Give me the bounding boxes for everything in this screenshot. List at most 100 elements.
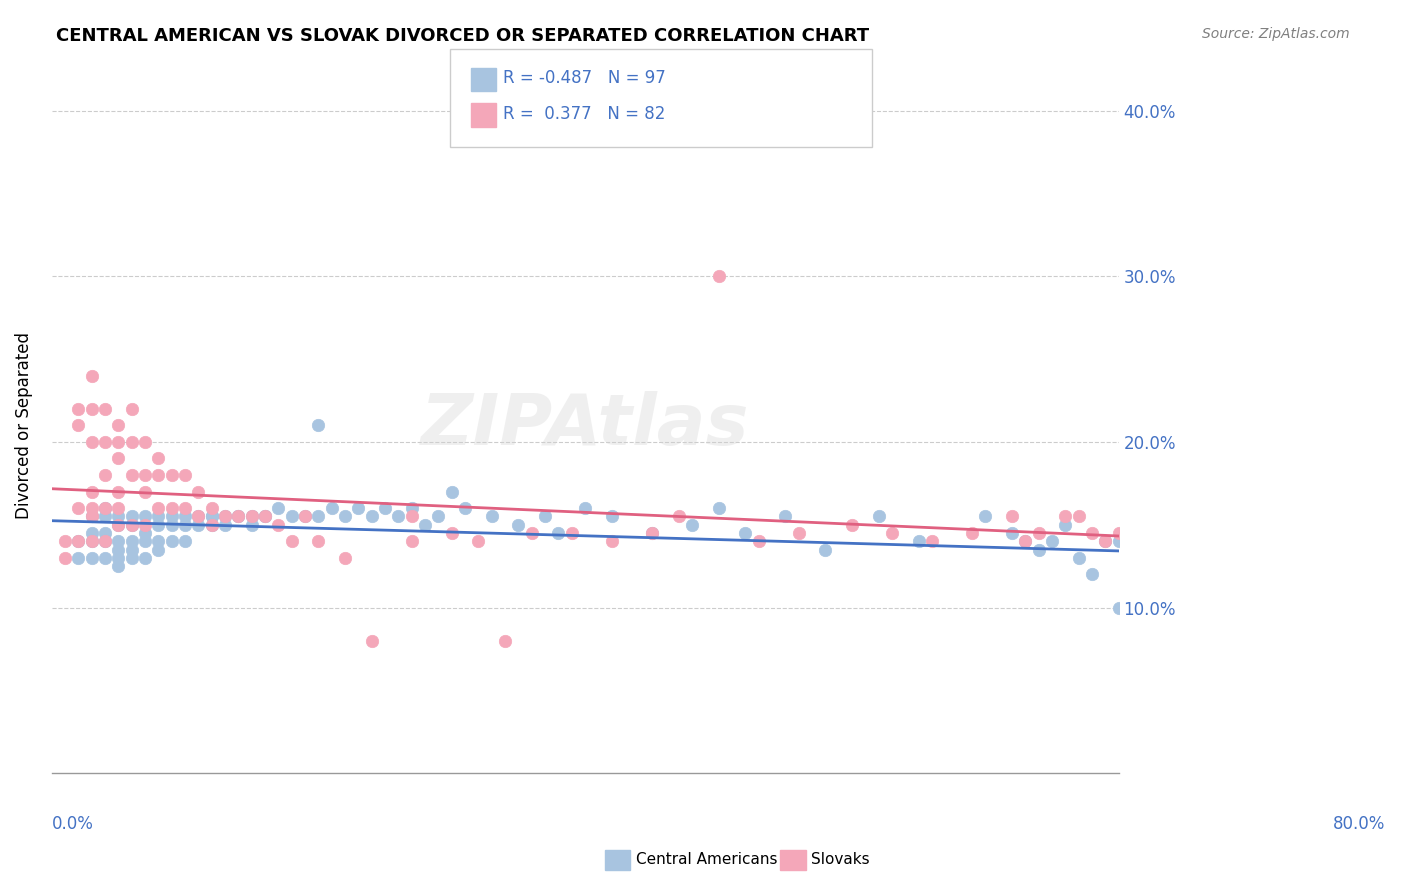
Point [1014, 534, 1036, 549]
Point [121, 517, 143, 532]
Point [80, 484, 103, 499]
Point [814, 542, 837, 557]
Point [321, 501, 343, 516]
Point [641, 526, 664, 541]
Point [960, 526, 983, 541]
Point [94, 434, 117, 449]
Point [201, 509, 224, 524]
Point [67, 534, 90, 549]
Point [53, 534, 76, 549]
Point [561, 526, 583, 541]
Point [187, 517, 209, 532]
Point [107, 501, 129, 516]
Point [174, 517, 197, 532]
Point [387, 509, 409, 524]
Point [148, 534, 170, 549]
Text: R = -0.487   N = 97: R = -0.487 N = 97 [503, 70, 666, 87]
Point [67, 401, 90, 416]
Point [681, 517, 703, 532]
Point [187, 509, 209, 524]
Point [333, 509, 356, 524]
Point [787, 526, 810, 541]
Point [94, 501, 117, 516]
Point [401, 509, 423, 524]
Point [267, 501, 290, 516]
Point [413, 517, 436, 532]
Point [80, 368, 103, 383]
Point [547, 526, 569, 541]
Point [94, 550, 117, 565]
Point [308, 418, 330, 433]
Point [294, 509, 316, 524]
Point [174, 501, 197, 516]
Point [1201, 617, 1223, 632]
Point [94, 534, 117, 549]
Point [1174, 567, 1197, 582]
Point [427, 509, 450, 524]
Point [174, 534, 197, 549]
Point [1108, 534, 1130, 549]
Point [1094, 534, 1116, 549]
Text: ZIPAtlas: ZIPAtlas [420, 391, 749, 459]
Point [160, 509, 183, 524]
Point [148, 509, 170, 524]
Point [1147, 509, 1170, 524]
Point [80, 550, 103, 565]
Point [668, 509, 690, 524]
Point [467, 534, 489, 549]
Point [494, 633, 516, 648]
Point [174, 468, 197, 483]
Point [228, 509, 250, 524]
Text: R =  0.377   N = 82: R = 0.377 N = 82 [503, 105, 665, 123]
Point [974, 509, 997, 524]
Point [1040, 534, 1063, 549]
Point [201, 517, 224, 532]
Point [107, 542, 129, 557]
Point [121, 542, 143, 557]
Point [107, 434, 129, 449]
Point [148, 468, 170, 483]
Point [281, 534, 304, 549]
Point [1108, 526, 1130, 541]
Point [80, 526, 103, 541]
Point [80, 501, 103, 516]
Point [121, 517, 143, 532]
Point [347, 501, 370, 516]
Point [600, 534, 623, 549]
Point [1001, 526, 1024, 541]
Point [214, 517, 236, 532]
Point [734, 526, 756, 541]
Point [67, 501, 90, 516]
Point [94, 509, 117, 524]
Point [747, 534, 769, 549]
Point [160, 517, 183, 532]
Point [53, 550, 76, 565]
Point [401, 501, 423, 516]
Point [240, 517, 263, 532]
Point [921, 534, 943, 549]
Point [107, 418, 129, 433]
Point [1067, 550, 1090, 565]
Point [148, 517, 170, 532]
Point [94, 468, 117, 483]
Point [294, 509, 316, 524]
Point [773, 509, 796, 524]
Point [80, 534, 103, 549]
Point [308, 534, 330, 549]
Point [121, 401, 143, 416]
Point [1108, 600, 1130, 615]
Text: CENTRAL AMERICAN VS SLOVAK DIVORCED OR SEPARATED CORRELATION CHART: CENTRAL AMERICAN VS SLOVAK DIVORCED OR S… [56, 27, 869, 45]
Point [360, 509, 382, 524]
Point [94, 501, 117, 516]
Point [440, 484, 463, 499]
Point [94, 534, 117, 549]
Point [1161, 526, 1184, 541]
Point [454, 501, 477, 516]
Point [1135, 542, 1157, 557]
Y-axis label: Divorced or Separated: Divorced or Separated [15, 332, 32, 519]
Point [160, 501, 183, 516]
Point [1001, 509, 1024, 524]
Point [107, 451, 129, 466]
Point [201, 509, 224, 524]
Point [134, 484, 156, 499]
